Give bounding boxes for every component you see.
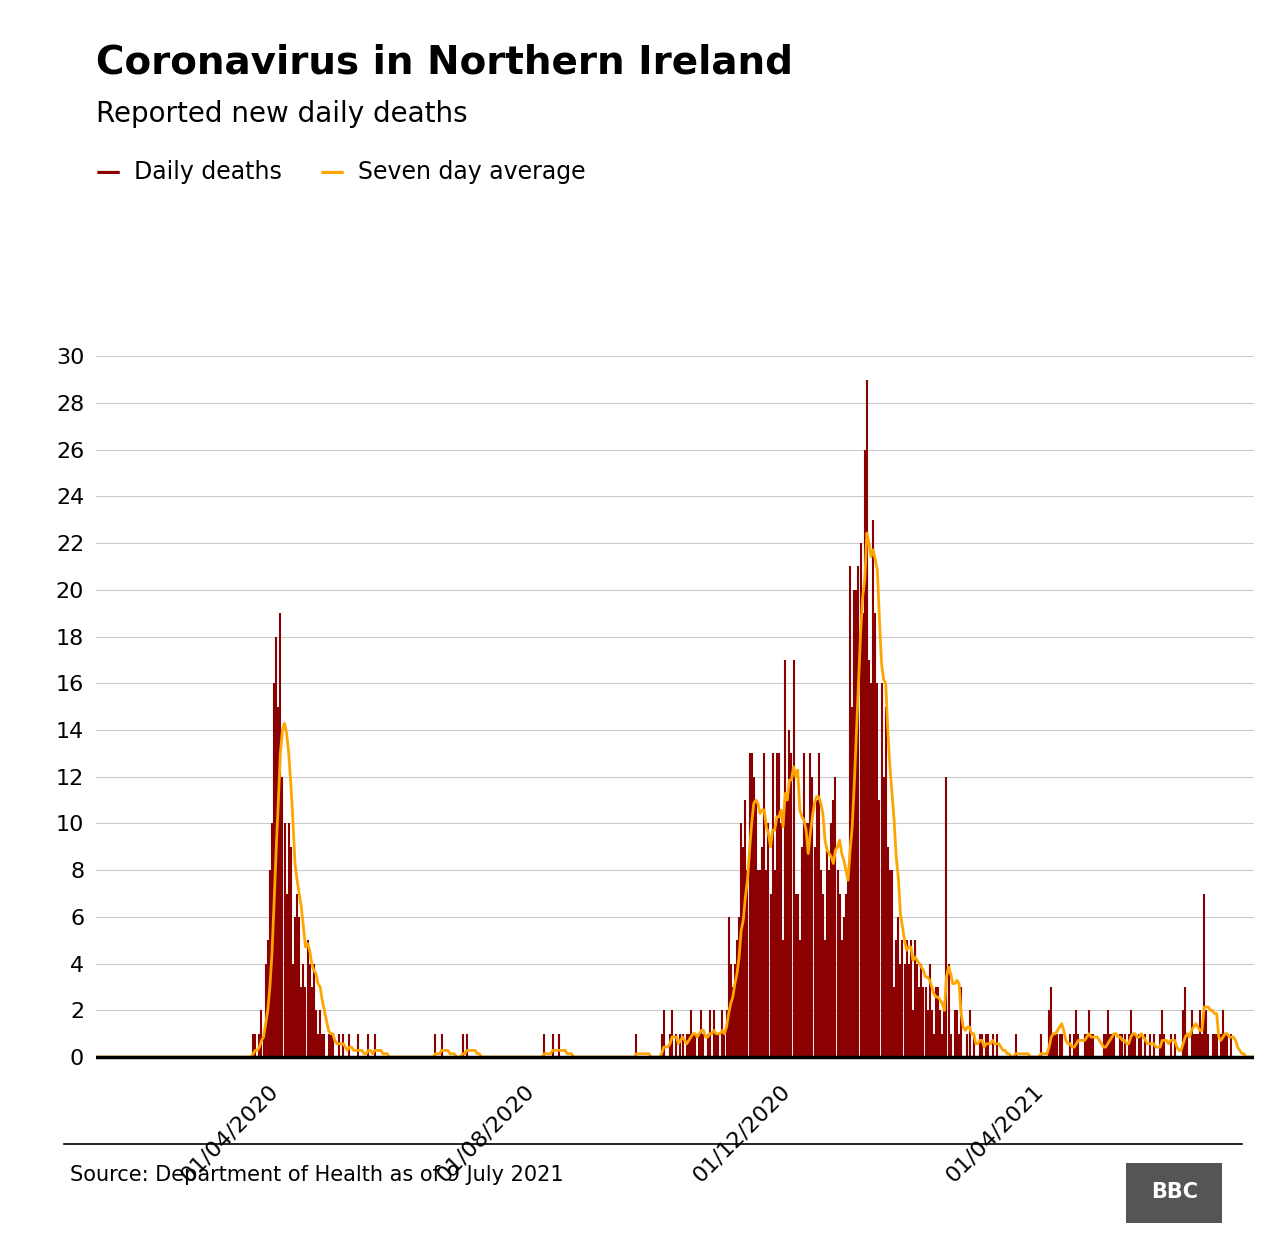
Text: Reported new daily deaths: Reported new daily deaths (96, 100, 467, 127)
Text: Daily deaths: Daily deaths (134, 160, 283, 185)
Text: Source: Department of Health as of 9 July 2021: Source: Department of Health as of 9 Jul… (70, 1165, 564, 1185)
Text: BBC: BBC (1151, 1182, 1198, 1202)
Text: Coronavirus in Northern Ireland: Coronavirus in Northern Ireland (96, 44, 794, 81)
Text: —: — (320, 160, 346, 185)
Text: —: — (96, 160, 122, 185)
Text: Seven day average: Seven day average (358, 160, 586, 185)
